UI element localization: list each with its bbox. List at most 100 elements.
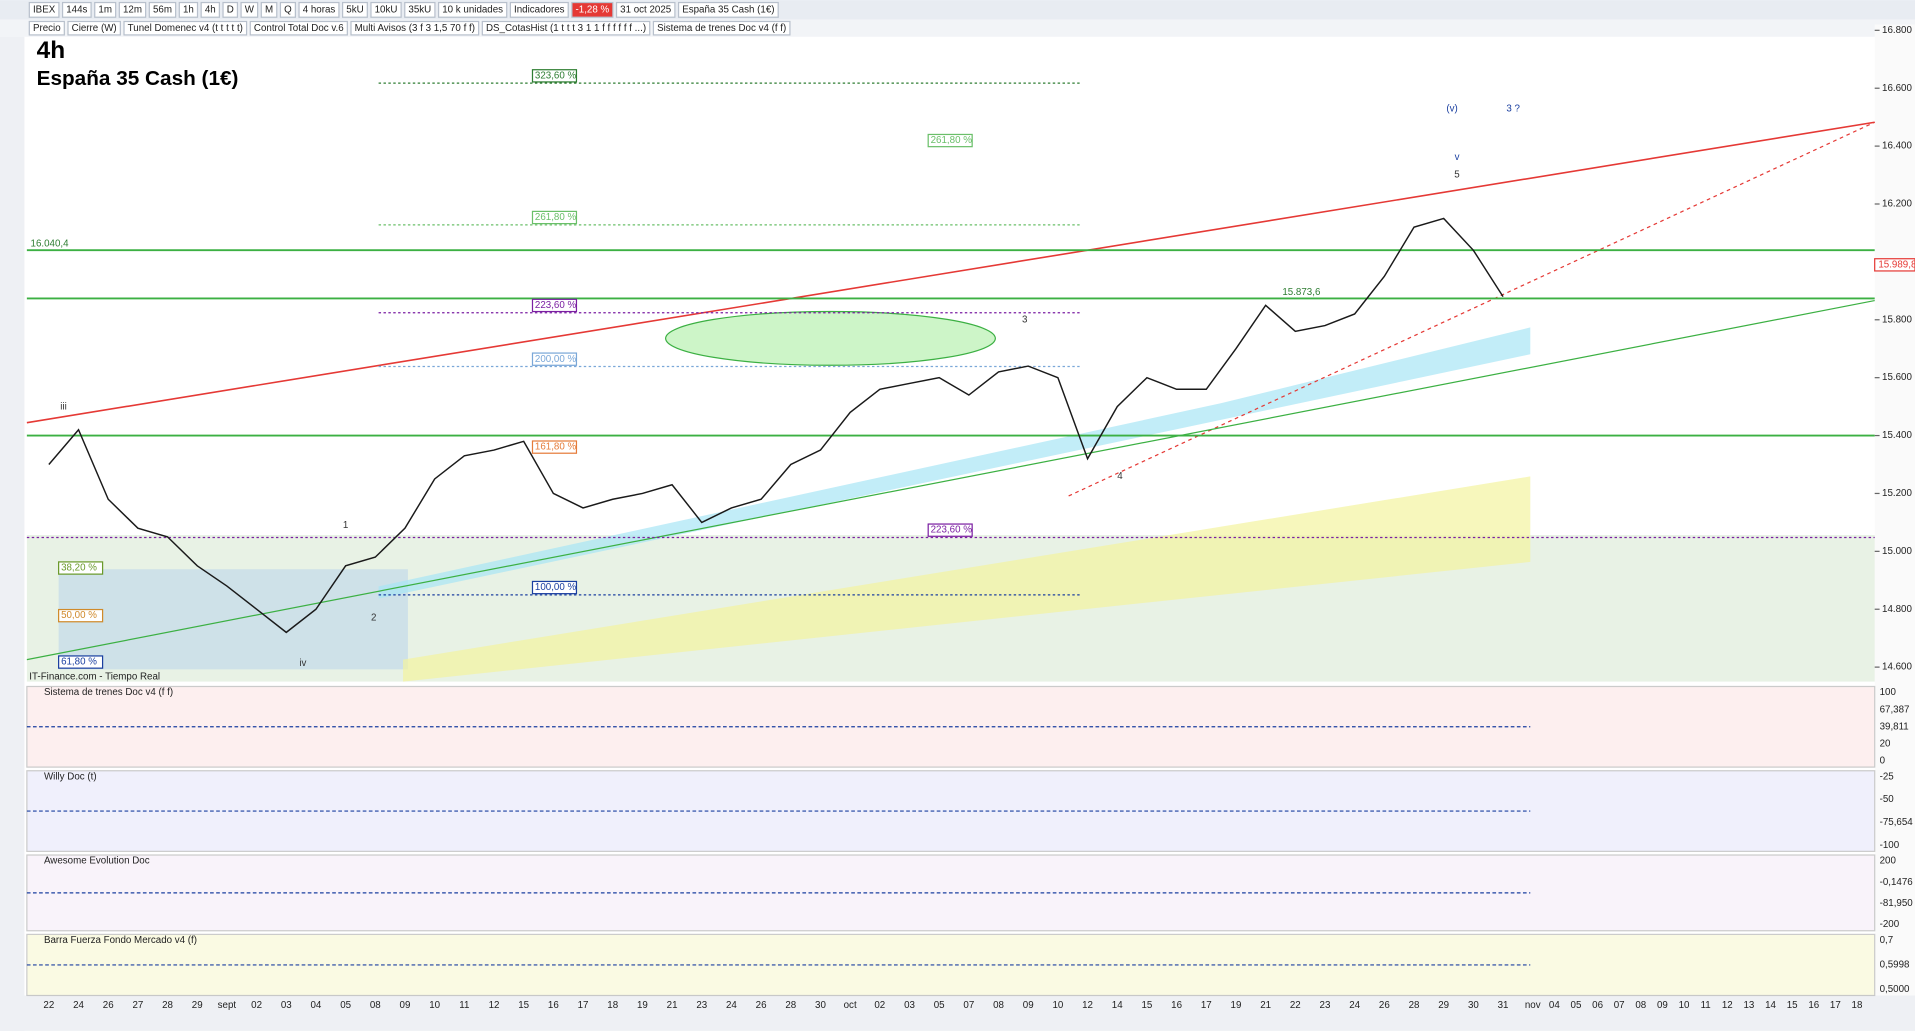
toolbar-button[interactable] <box>222 1 239 18</box>
toolbar-label[interactable]: Q <box>284 4 292 15</box>
x-tick-label: 26 <box>1379 1000 1390 1011</box>
toolbar-button[interactable] <box>260 1 278 18</box>
x-tick-label: 16 <box>1171 1000 1182 1011</box>
level-label: 16.040,4 <box>31 239 70 250</box>
price-tag <box>1874 258 1915 272</box>
toolbar-button[interactable] <box>123 20 248 36</box>
x-tick-label: 16 <box>548 1000 559 1011</box>
toolbar-label[interactable]: 12m <box>123 4 142 15</box>
fib-box <box>531 352 578 366</box>
wave-label: 2 <box>371 613 376 624</box>
toolbar-button[interactable] <box>67 20 121 36</box>
x-tick-label: 06 <box>1592 1000 1603 1011</box>
toolbar-label[interactable]: Precio <box>33 23 61 34</box>
x-tick-label: 12 <box>1082 1000 1093 1011</box>
toolbar-label[interactable]: 5kU <box>346 4 363 15</box>
toolbar-label[interactable]: 31 oct 2025 <box>620 4 672 15</box>
x-tick-label: 28 <box>1409 1000 1420 1011</box>
toolbar-label[interactable]: Indicadores <box>514 4 565 15</box>
toolbar-label[interactable]: 4 horas <box>303 4 336 15</box>
toolbar-label[interactable]: Cierre (W) <box>72 23 117 34</box>
toolbar-button[interactable] <box>279 1 296 18</box>
y-tick-label: 16.800 <box>1882 25 1912 36</box>
toolbar-label[interactable]: Control Total Doc v.6 <box>254 23 344 34</box>
toolbar-button[interactable] <box>61 1 92 18</box>
toolbar-button[interactable] <box>615 1 676 18</box>
panel-tick-label: -81,950 <box>1880 898 1914 909</box>
x-tick-label: 19 <box>1231 1000 1242 1011</box>
toolbar-button[interactable] <box>249 20 348 36</box>
x-tick-label: 24 <box>1349 1000 1360 1011</box>
toolbar-label[interactable]: DS_CotasHist (1 t t t 3 1 1 f f f f f f … <box>486 23 646 34</box>
x-tick-label: 09 <box>400 1000 411 1011</box>
toolbar-label[interactable]: IBEX <box>33 4 56 15</box>
toolbar-label[interactable]: 4h <box>205 4 216 15</box>
fib-label: 50,00 % <box>61 610 97 621</box>
x-tick-label: 03 <box>281 1000 292 1011</box>
wave-label: 3 ? <box>1506 103 1520 114</box>
toolbar-label[interactable]: W <box>245 4 255 15</box>
toolbar-label[interactable]: M <box>265 4 273 15</box>
y-tick-label: 14.800 <box>1882 604 1912 615</box>
toolbar-label[interactable]: 144s <box>66 4 87 15</box>
toolbar-button[interactable] <box>298 1 340 18</box>
price-axis-bg <box>1874 24 1915 996</box>
date-axis-bg <box>0 995 1915 1031</box>
toolbar-label[interactable]: Tunel Domenec v4 (t t t t t) <box>128 23 243 34</box>
toolbar-button[interactable] <box>350 20 480 36</box>
toolbar-button[interactable] <box>509 1 569 18</box>
toolbar-button[interactable] <box>28 20 65 36</box>
toolbar-label[interactable]: D <box>227 4 234 15</box>
wave-label: (v) <box>1446 103 1457 114</box>
source: IT-Finance.com - Tiempo Real <box>29 671 160 682</box>
panel-tick-label: -0,1476 <box>1880 877 1913 888</box>
toolbar-button[interactable] <box>200 1 220 18</box>
x-tick-label: 16 <box>1808 1000 1819 1011</box>
toolbar-button[interactable] <box>677 1 779 18</box>
wave-label: iv <box>299 658 306 669</box>
x-tick-label: 04 <box>311 1000 322 1011</box>
fib-label: 200,00 % <box>535 354 577 365</box>
panel-tick-label: -100 <box>1880 840 1900 851</box>
toolbar-button[interactable] <box>94 1 117 18</box>
left-toolbar <box>0 36 25 1031</box>
y-tick-label: 15.600 <box>1882 372 1912 383</box>
x-tick-label: 30 <box>815 1000 826 1011</box>
toolbar-button[interactable] <box>652 20 791 36</box>
trend-line <box>26 299 1875 661</box>
wave-label: v <box>1455 152 1460 163</box>
x-tick-label: 17 <box>1201 1000 1212 1011</box>
x-tick-label: 04 <box>1549 1000 1560 1011</box>
x-tick-label: 27 <box>132 1000 143 1011</box>
toolbar-button[interactable] <box>178 1 199 18</box>
toolbar-button[interactable] <box>404 1 436 18</box>
x-tick-label: 02 <box>251 1000 262 1011</box>
toolbar-label[interactable]: 1m <box>98 4 112 15</box>
toolbar-button[interactable] <box>28 1 60 18</box>
x-tick-label: 12 <box>489 1000 500 1011</box>
toolbar-label[interactable]: 1h <box>183 4 194 15</box>
toolbar-label[interactable]: 35kU <box>408 4 431 15</box>
x-tick-label: 26 <box>103 1000 114 1011</box>
toolbar-label[interactable]: 56m <box>153 4 172 15</box>
toolbar-button[interactable] <box>437 1 508 18</box>
instrument-title: España 35 Cash (1€) <box>37 67 239 90</box>
toolbar-button[interactable] <box>571 1 614 18</box>
toolbar-label[interactable]: España 35 Cash (1€) <box>682 4 774 15</box>
toolbar-button[interactable] <box>370 1 402 18</box>
toolbar-label[interactable]: 10 k unidades <box>442 4 503 15</box>
y-tick-label: 15.400 <box>1882 430 1912 441</box>
x-tick-label: 09 <box>1023 1000 1034 1011</box>
toolbar-label[interactable]: 10kU <box>375 4 398 15</box>
panel-title: Willy Doc (t) <box>44 771 97 782</box>
y-tick-label: 15.000 <box>1882 546 1912 557</box>
toolbar-label[interactable]: Multi Avisos (3 f 3 1,5 70 f f) <box>355 23 475 34</box>
toolbar-button[interactable] <box>240 1 259 18</box>
x-tick-label: 24 <box>73 1000 84 1011</box>
toolbar-label[interactable]: Sistema de trenes Doc v4 (f f) <box>657 23 786 34</box>
toolbar-label[interactable]: -1,28 % <box>576 4 610 15</box>
toolbar-button[interactable] <box>341 1 368 18</box>
toolbar-button[interactable] <box>118 1 147 18</box>
toolbar-button[interactable] <box>481 20 651 36</box>
toolbar-button[interactable] <box>148 1 177 18</box>
